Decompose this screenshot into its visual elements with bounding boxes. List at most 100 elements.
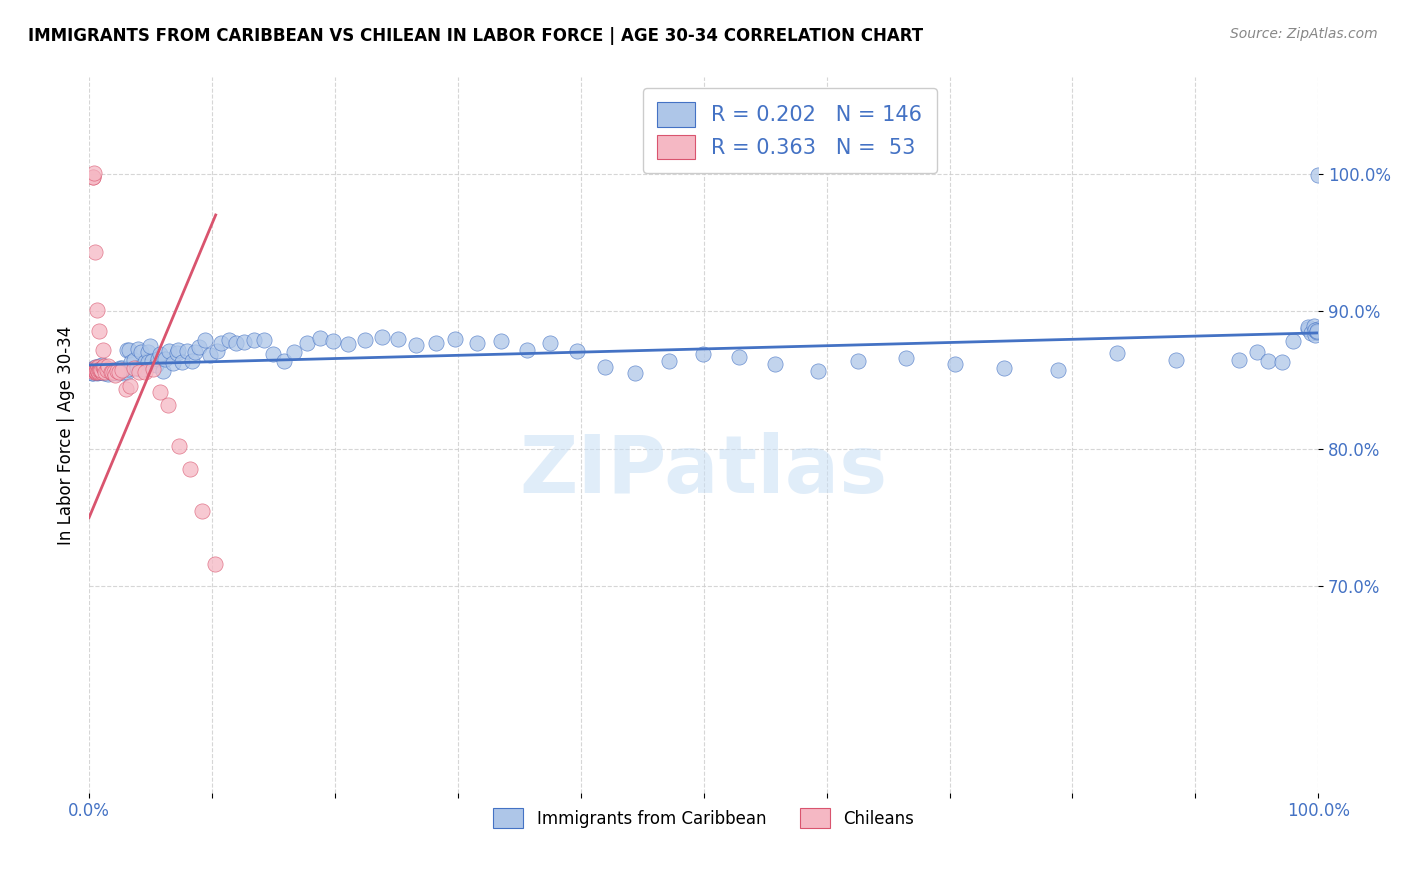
Point <box>166 345 188 359</box>
Point <box>149 385 172 400</box>
Point <box>100 365 122 379</box>
Point <box>1306 168 1329 182</box>
Point <box>98 361 121 376</box>
Point <box>467 336 489 351</box>
Point <box>100 365 122 379</box>
Point <box>120 355 142 369</box>
Point <box>86 366 108 380</box>
Point <box>443 332 465 346</box>
Point <box>80 363 103 377</box>
Point <box>83 364 105 378</box>
Point <box>91 364 114 378</box>
Point <box>337 337 360 351</box>
Point <box>90 365 112 379</box>
Point <box>1296 322 1319 336</box>
Point <box>96 363 118 377</box>
Point <box>728 351 751 365</box>
Point <box>943 357 966 371</box>
Point <box>692 347 714 361</box>
Point <box>209 335 232 350</box>
Point <box>115 365 138 379</box>
Point <box>93 362 115 376</box>
Point <box>993 361 1015 376</box>
Point <box>83 365 105 379</box>
Point <box>93 366 115 380</box>
Point <box>167 343 190 357</box>
Point <box>1308 322 1330 336</box>
Point <box>138 344 160 359</box>
Point <box>104 363 127 377</box>
Point <box>93 361 115 376</box>
Point <box>101 363 124 377</box>
Text: IMMIGRANTS FROM CARIBBEAN VS CHILEAN IN LABOR FORCE | AGE 30-34 CORRELATION CHAR: IMMIGRANTS FROM CARIBBEAN VS CHILEAN IN … <box>28 27 924 45</box>
Point <box>807 364 830 378</box>
Point <box>122 352 145 367</box>
Point <box>84 360 107 375</box>
Point <box>198 348 221 362</box>
Point <box>90 361 112 376</box>
Point <box>90 363 112 377</box>
Point <box>127 361 149 376</box>
Point <box>136 355 159 369</box>
Point <box>297 335 319 350</box>
Point <box>103 365 125 379</box>
Point <box>114 382 136 396</box>
Point <box>181 353 204 368</box>
Point <box>1271 354 1294 368</box>
Point <box>89 361 111 376</box>
Point <box>117 343 139 357</box>
Point <box>84 361 107 376</box>
Point <box>179 462 201 476</box>
Point <box>97 361 120 376</box>
Point <box>1299 326 1322 340</box>
Point <box>127 342 149 356</box>
Point <box>1105 346 1128 360</box>
Point <box>103 363 125 377</box>
Point <box>91 360 114 375</box>
Point <box>371 330 394 344</box>
Point <box>1166 352 1188 367</box>
Point <box>1246 345 1268 359</box>
Point <box>1303 327 1326 342</box>
Point <box>322 334 344 348</box>
Point <box>848 353 870 368</box>
Point <box>538 336 561 351</box>
Point <box>83 362 105 376</box>
Point <box>658 354 681 368</box>
Point <box>129 344 152 359</box>
Point <box>218 333 240 347</box>
Point <box>188 340 211 354</box>
Point <box>253 333 276 347</box>
Point <box>624 366 647 380</box>
Point <box>145 358 167 372</box>
Point <box>225 336 247 351</box>
Point <box>86 303 108 318</box>
Point <box>139 339 162 353</box>
Point <box>167 439 190 453</box>
Point <box>83 245 105 260</box>
Point <box>97 359 120 373</box>
Point <box>405 337 427 351</box>
Point <box>1296 320 1319 334</box>
Point <box>117 362 139 376</box>
Point <box>763 357 786 371</box>
Point <box>83 166 105 180</box>
Point <box>90 363 112 377</box>
Point <box>1305 323 1327 337</box>
Point <box>90 363 112 377</box>
Point <box>84 366 107 380</box>
Point <box>87 363 110 377</box>
Point <box>1257 353 1279 368</box>
Point <box>1227 353 1250 368</box>
Point <box>84 365 107 379</box>
Point <box>1303 319 1326 334</box>
Text: ZIPatlas: ZIPatlas <box>520 432 887 510</box>
Point <box>82 362 104 376</box>
Point <box>115 343 138 357</box>
Point <box>101 362 124 376</box>
Point <box>89 365 111 379</box>
Point <box>90 362 112 376</box>
Point <box>87 364 110 378</box>
Point <box>162 356 184 370</box>
Point <box>134 355 156 369</box>
